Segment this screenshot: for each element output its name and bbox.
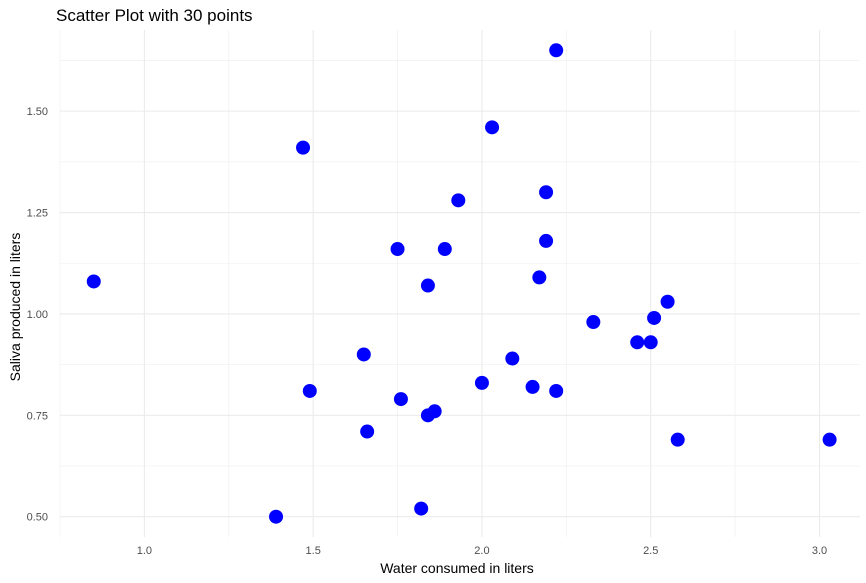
x-axis-ticks: 1.0 1.5 2.0 2.5 3.0 (137, 545, 827, 557)
y-tick-label: 0.75 (27, 410, 48, 422)
data-point (302, 383, 317, 398)
x-tick-label: 2.5 (643, 545, 658, 557)
data-point (643, 335, 658, 350)
data-point (451, 193, 466, 208)
data-point (360, 424, 375, 439)
data-point (505, 351, 520, 366)
x-tick-label: 3.0 (812, 545, 827, 557)
data-point (485, 120, 500, 135)
chart-title: Scatter Plot with 30 points (56, 6, 253, 25)
data-point (630, 335, 645, 350)
y-axis-title: Saliva produced in liters (7, 233, 23, 382)
data-point (532, 270, 547, 285)
y-tick-label: 0.50 (27, 512, 48, 524)
y-tick-label: 1.25 (27, 208, 48, 220)
x-tick-label: 1.0 (137, 545, 152, 557)
data-point (393, 392, 408, 407)
data-point (474, 375, 489, 390)
data-point (296, 140, 311, 155)
data-point (647, 310, 662, 325)
data-point (586, 315, 601, 330)
grid-minor (59, 30, 860, 537)
data-point (269, 509, 284, 524)
y-axis-ticks: 0.50 0.75 1.00 1.25 1.50 (27, 106, 48, 524)
data-point (539, 185, 554, 200)
data-point (822, 432, 837, 447)
data-points (86, 43, 837, 524)
grid-major (60, 30, 860, 537)
data-point (660, 294, 675, 309)
data-point (437, 242, 452, 257)
data-point (390, 242, 405, 257)
data-point (414, 501, 429, 516)
data-point (356, 347, 371, 362)
data-point (539, 233, 554, 248)
data-point (549, 43, 564, 58)
x-tick-label: 1.5 (306, 545, 321, 557)
data-point (549, 383, 564, 398)
y-tick-label: 1.50 (27, 106, 48, 118)
data-point (86, 274, 101, 289)
x-tick-label: 2.0 (474, 545, 489, 557)
data-point (525, 379, 540, 394)
y-tick-label: 1.00 (27, 309, 48, 321)
x-axis-title: Water consumed in liters (380, 560, 534, 576)
data-point (670, 432, 685, 447)
data-point (420, 278, 435, 293)
data-point (427, 404, 442, 419)
